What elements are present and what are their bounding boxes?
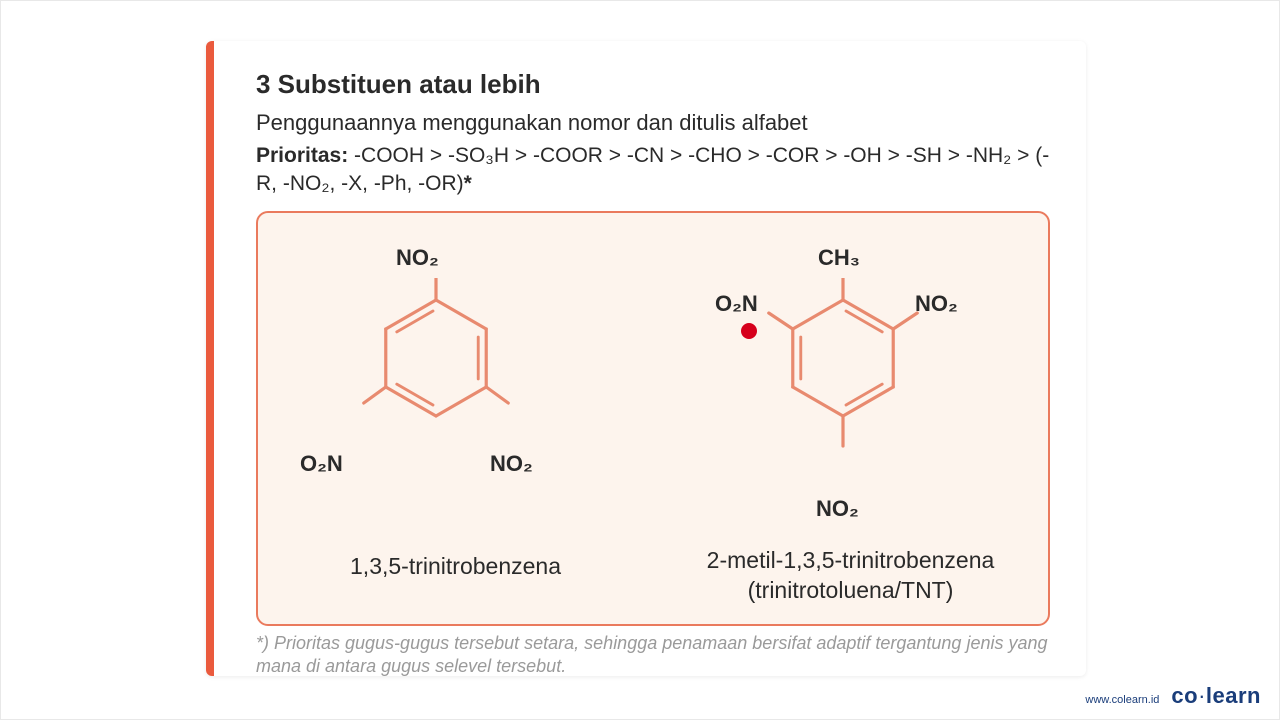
- accent-bar: [206, 41, 214, 676]
- molecule-2: CH₃ O₂N NO₂ NO₂ 2-metil-1,3,5-trinitrobe…: [653, 213, 1048, 624]
- mol2-tr-label: NO₂: [915, 291, 958, 317]
- footer-url: www.colearn.id: [1085, 694, 1159, 706]
- card-content: 3 Substituen atau lebih Penggunaannya me…: [206, 41, 1086, 698]
- mol2-caption: 2-metil-1,3,5-trinitrobenzena (trinitrot…: [653, 546, 1048, 606]
- card-title: 3 Substituen atau lebih: [256, 69, 1050, 100]
- mol2-top-label: CH₃: [818, 245, 860, 271]
- pointer-dot: [741, 323, 757, 339]
- mol2-bottom-label: NO₂: [816, 496, 859, 522]
- priority-line: Prioritas: -COOH > -SO₃H > -COOR > -CN >…: [256, 142, 1050, 199]
- mol1-bl-label: O₂N: [300, 451, 343, 477]
- footer: www.colearn.id co·learn: [1085, 683, 1261, 709]
- priority-asterisk: *: [464, 172, 472, 195]
- diagram-box: NO₂ O₂N NO₂ 1,3,5-trinitrobenzena CH₃ O₂…: [256, 211, 1050, 626]
- mol2-tl-label: O₂N: [715, 291, 758, 317]
- priority-label: Prioritas:: [256, 144, 348, 167]
- mol1-caption: 1,3,5-trinitrobenzena: [258, 552, 653, 582]
- mol1-br-label: NO₂: [490, 451, 533, 477]
- molecule-1: NO₂ O₂N NO₂ 1,3,5-trinitrobenzena: [258, 213, 653, 624]
- mol1-top-label: NO₂: [396, 245, 439, 271]
- card-subtitle: Penggunaannya menggunakan nomor dan ditu…: [256, 110, 1050, 136]
- mol1-structure: [358, 278, 514, 438]
- lesson-card: 3 Substituen atau lebih Penggunaannya me…: [206, 41, 1086, 676]
- priority-text: -COOH > -SO₃H > -COOR > -CN > -CHO > -CO…: [256, 144, 1049, 195]
- footer-logo: co·learn: [1171, 683, 1261, 709]
- footnote: *) Prioritas gugus-gugus tersebut setara…: [256, 632, 1050, 679]
- mol2-structure: [765, 278, 921, 466]
